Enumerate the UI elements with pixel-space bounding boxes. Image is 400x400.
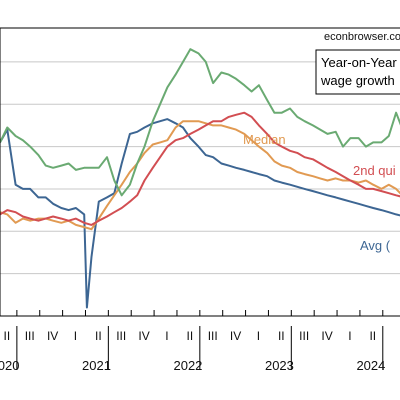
x-tick-label: III <box>116 329 126 343</box>
series-line-green <box>0 48 400 197</box>
x-tick-label: I <box>74 329 77 343</box>
x-tick-label: III <box>25 329 35 343</box>
series-label: 2nd qui <box>353 163 396 178</box>
x-tick-label: II <box>95 329 102 343</box>
x-tick-label: IV <box>138 329 149 343</box>
x-tick-label: IV <box>230 329 241 343</box>
title-line-1: Year-on-Year <box>321 55 397 70</box>
x-tick-label: II <box>4 329 11 343</box>
x-tick-label: I <box>348 329 351 343</box>
year-label: 2024 <box>356 358 385 373</box>
year-label: 2022 <box>173 358 202 373</box>
watermark: econbrowser.com <box>324 31 400 43</box>
series-label: Avg ( <box>360 238 391 253</box>
series-line-avg <box>0 118 400 309</box>
year-label: 2023 <box>265 358 294 373</box>
x-tick-label: III <box>299 329 309 343</box>
x-tick-label: II <box>369 329 376 343</box>
x-tick-label: IV <box>321 329 332 343</box>
x-tick-label: II <box>186 329 193 343</box>
year-label: 2021 <box>82 358 111 373</box>
x-axis: IIIIIIVIIIIIIIVIIIIIIIVIIIIIIIVIII202020… <box>0 310 385 373</box>
x-tick-label: IV <box>47 329 58 343</box>
series-layer <box>0 48 400 309</box>
series-labels: Avg ( Median 2nd qui <box>243 132 396 253</box>
series-line-2nd-quintile <box>0 111 400 226</box>
series-label: Median <box>243 132 286 147</box>
x-tick-label: I <box>257 329 260 343</box>
plot-frame <box>0 27 400 317</box>
x-tick-label: II <box>278 329 285 343</box>
title-box <box>315 49 400 95</box>
x-tick-label: III <box>208 329 218 343</box>
title-line-2: wage growth <box>320 73 395 88</box>
x-tick-label: I <box>165 329 168 343</box>
